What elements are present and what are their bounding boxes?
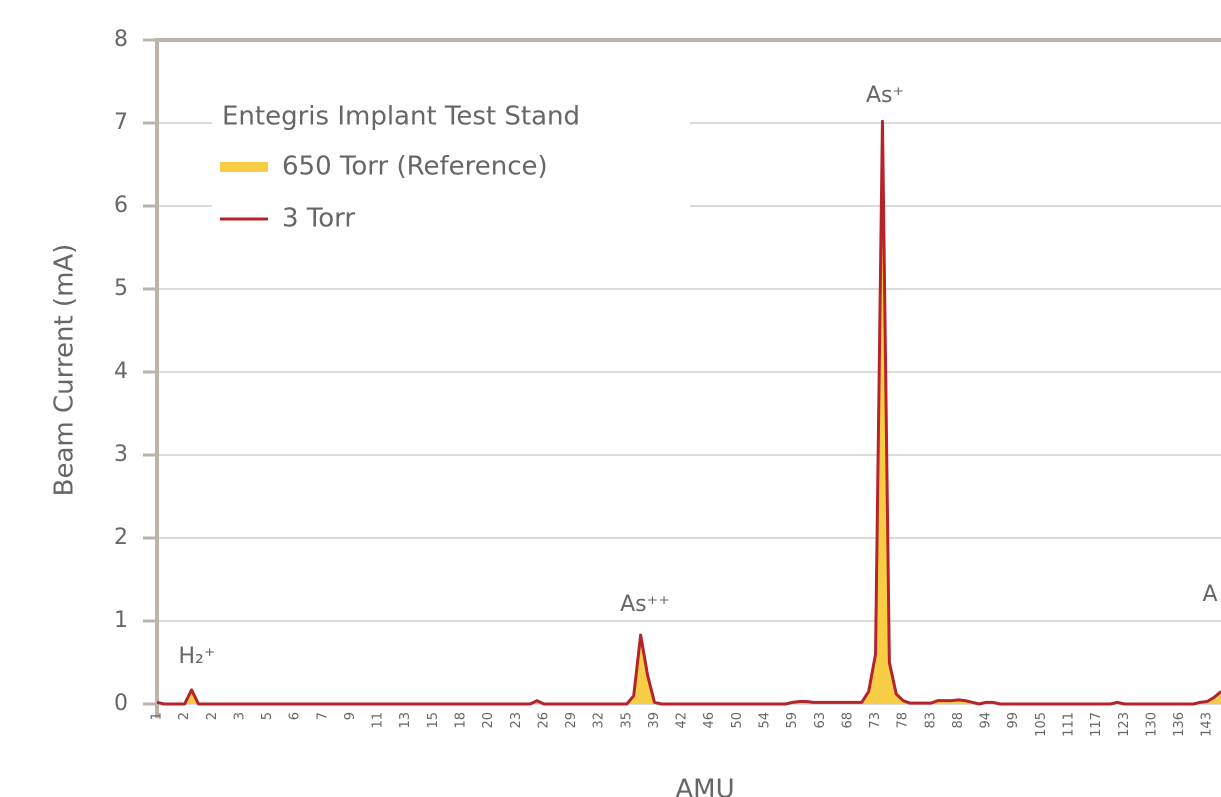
x-tick-label: 39 [647, 712, 662, 729]
x-tick-label: 54 [758, 712, 773, 729]
x-tick-label: 78 [896, 712, 911, 729]
x-tick-label: 63 [813, 712, 828, 729]
x-tick-label: 9 [343, 712, 358, 720]
x-tick-label: 20 [481, 712, 496, 729]
x-tick-label: 73 [868, 712, 883, 729]
x-tick-label: 83 [923, 712, 938, 729]
x-tick-label: 46 [702, 712, 717, 729]
x-axis-label: AMU [675, 775, 734, 797]
x-tick-label: 94 [979, 712, 994, 729]
x-tick-label: 18 [454, 712, 469, 729]
y-tick-label: 0 [114, 691, 128, 716]
x-tick-label: 26 [536, 712, 551, 729]
y-tick-label: 1 [114, 608, 128, 633]
x-tick-label: 29 [564, 712, 579, 729]
x-tick-label: 2 [177, 712, 192, 720]
annotation: As⁺ [866, 83, 904, 108]
legend-label: 650 Torr (Reference) [282, 152, 548, 182]
legend: Entegris Implant Test Stand 650 Torr (Ref… [212, 96, 690, 234]
annotation: A [1202, 582, 1217, 607]
x-tick-label: 130 [1144, 712, 1159, 737]
annotation: H₂⁺ [179, 644, 216, 669]
y-tick-label: 8 [114, 27, 128, 52]
x-tick-label: 23 [509, 712, 524, 729]
x-tick-label: 117 [1089, 712, 1104, 737]
x-tick-label: 143 [1200, 712, 1215, 737]
x-tick-label: 13 [398, 712, 413, 729]
x-tick-label: 7 [315, 712, 330, 720]
x-tick-label: 136 [1172, 712, 1187, 737]
y-axis-label: Beam Current (mA) [50, 244, 80, 497]
x-tick-label: 88 [951, 712, 966, 729]
x-tick-label: 123 [1117, 712, 1132, 737]
x-tick-label: 32 [592, 712, 607, 729]
legend-background [212, 96, 690, 208]
x-tick-label: 5 [260, 712, 275, 720]
legend-title: Entegris Implant Test Stand [222, 102, 580, 132]
y-tick-label: 5 [114, 276, 128, 301]
x-tick-label: 3 [232, 712, 247, 720]
x-tick-label: 99 [1006, 712, 1021, 729]
x-tick-label: 15 [426, 712, 441, 729]
x-tick-label: 1 [150, 712, 165, 720]
x-tick-label: 6 [288, 712, 303, 720]
x-tick-label: 42 [675, 712, 690, 729]
line [156, 119, 1221, 706]
y-tick-label: 7 [114, 110, 128, 135]
y-tick-label: 2 [114, 525, 128, 550]
y-tick-label: 4 [114, 359, 128, 384]
x-tick-label: 50 [730, 712, 745, 729]
legend-swatch [220, 162, 268, 172]
x-tick-label: 11 [371, 712, 386, 729]
x-tick-label: 68 [840, 712, 855, 729]
y-tick-label: 6 [114, 193, 128, 218]
legend-label: 3 Torr [282, 204, 355, 234]
x-tick-label: 2 [205, 712, 220, 720]
x-tick-label: 59 [785, 712, 800, 729]
x-tick-label: 105 [1034, 712, 1049, 737]
y-tick-label: 3 [114, 442, 128, 467]
x-tick-label: 35 [619, 712, 634, 729]
annotation: As⁺⁺ [620, 592, 670, 617]
x-tick-label: 111 [1062, 712, 1077, 737]
